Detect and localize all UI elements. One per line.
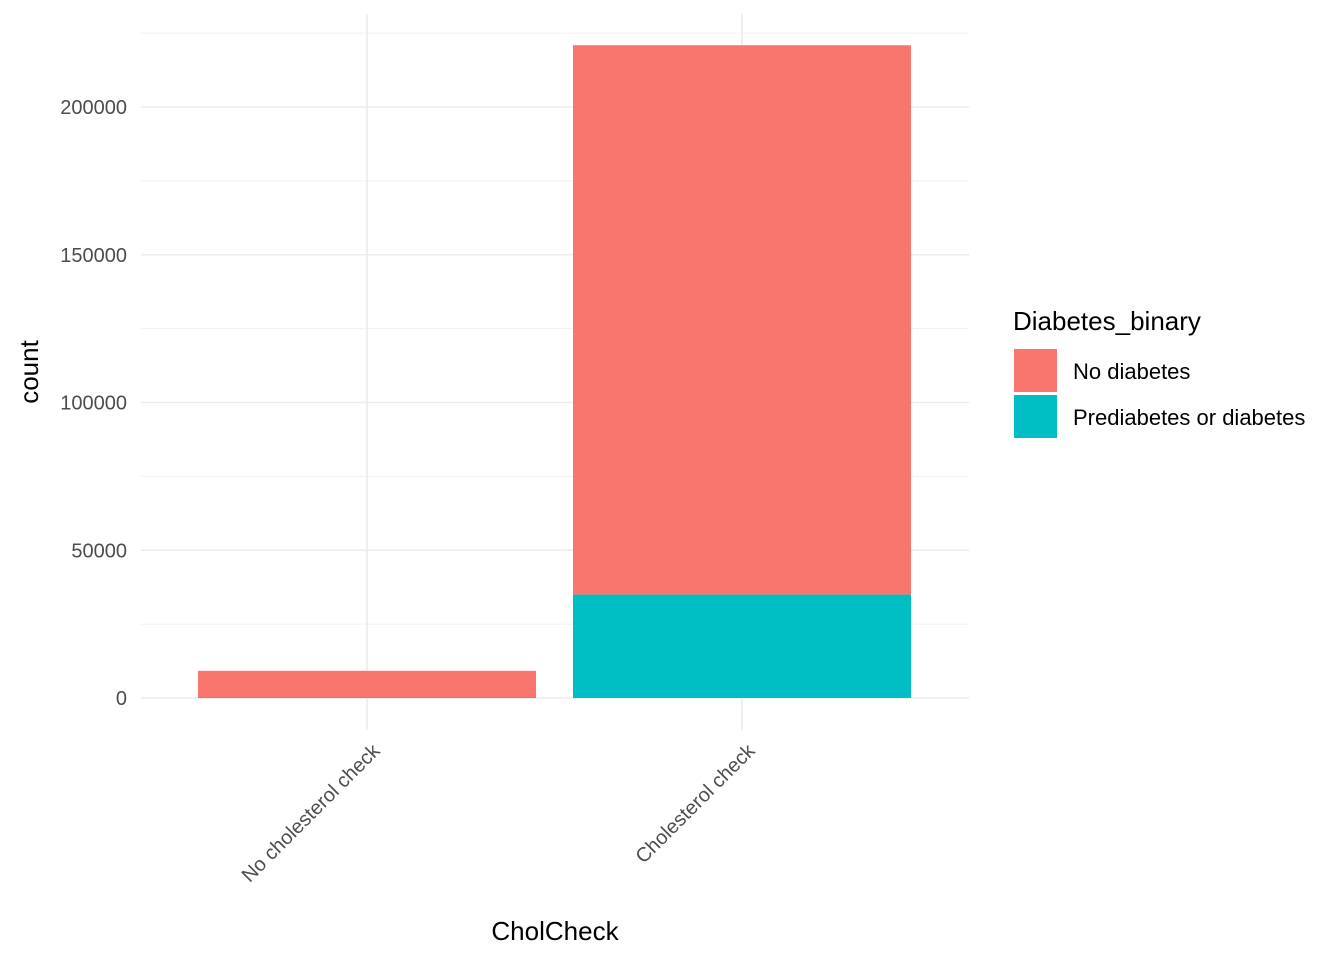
y-axis-title: count	[14, 339, 44, 403]
bar-segment	[573, 45, 911, 595]
bar-segment	[198, 697, 536, 698]
x-tick-label: Cholesterol check	[632, 739, 761, 868]
legend: Diabetes_binary No diabetes Prediabetes o…	[1013, 306, 1305, 438]
legend-key-label: Prediabetes or diabetes	[1073, 405, 1305, 430]
legend-key-swatch	[1014, 395, 1057, 438]
y-tick-label: 150000	[60, 245, 127, 267]
bars	[198, 45, 911, 698]
x-tick-label: No cholesterol check	[238, 739, 386, 887]
y-tick-label: 200000	[60, 97, 127, 119]
bar-segment	[198, 670, 536, 698]
bar-segment	[573, 594, 911, 698]
legend-title: Diabetes_binary	[1013, 306, 1201, 336]
x-axis-title: CholCheck	[491, 916, 619, 946]
x-axis-ticks: No cholesterol check Cholesterol check	[238, 739, 761, 887]
y-tick-label: 50000	[71, 540, 127, 562]
legend-key-swatch	[1014, 349, 1057, 392]
legend-key-label: No diabetes	[1073, 359, 1190, 384]
y-tick-label: 100000	[60, 393, 127, 415]
y-axis-ticks: 0 50000 100000 150000 200000	[60, 97, 127, 710]
y-tick-label: 0	[116, 688, 127, 710]
